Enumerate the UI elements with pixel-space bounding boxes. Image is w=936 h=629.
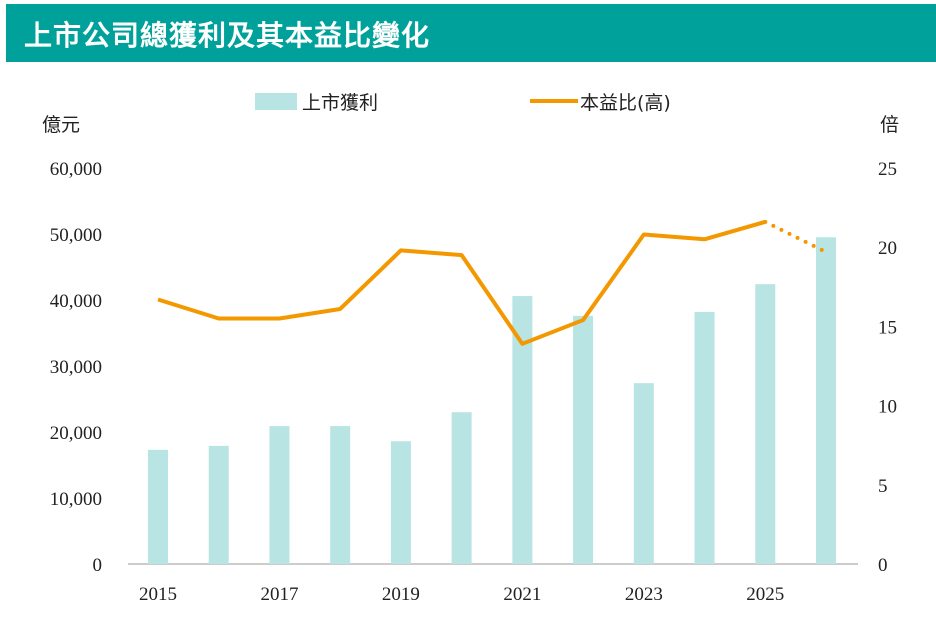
right-tick-label: 15 <box>878 317 897 338</box>
title-banner: 上市公司總獲利及其本益比變化 <box>6 4 936 62</box>
right-tick-label: 10 <box>878 397 897 418</box>
bar-2016 <box>208 445 229 564</box>
bar-2017 <box>269 426 290 564</box>
chart-title: 上市公司總獲利及其本益比變化 <box>24 19 431 52</box>
x-tick-label: 2019 <box>382 584 420 605</box>
left-tick-label: 20,000 <box>50 423 102 444</box>
bar-2022 <box>573 315 594 564</box>
right-axis-unit: 倍 <box>880 114 899 136</box>
bar-2018 <box>330 426 351 564</box>
bar-2024 <box>694 311 715 564</box>
left-tick-label: 40,000 <box>50 291 102 312</box>
bar-2015 <box>148 449 168 564</box>
left-axis-unit: 億元 <box>42 114 80 136</box>
left-tick-label: 50,000 <box>50 225 102 246</box>
bar-2025 <box>755 284 776 564</box>
legend-bar-label: 上市獲利 <box>302 92 378 114</box>
bar-2020 <box>451 412 472 564</box>
left-tick-label: 0 <box>93 555 103 576</box>
right-tick-label: 0 <box>878 555 888 576</box>
x-tick-label: 2025 <box>746 584 784 605</box>
bar-2021 <box>512 296 533 564</box>
bar-2023 <box>633 383 654 564</box>
legend-line-label: 本益比(高) <box>580 92 671 114</box>
right-tick-label: 20 <box>878 238 897 259</box>
bar-2026 <box>816 237 836 565</box>
x-tick-label: 2017 <box>260 584 298 605</box>
left-tick-label: 10,000 <box>50 489 102 510</box>
right-tick-label: 25 <box>878 159 897 180</box>
pe-ratio-line <box>157 219 766 346</box>
x-tick-label: 2023 <box>625 584 663 605</box>
left-tick-label: 30,000 <box>50 357 102 378</box>
bar-2019 <box>390 441 411 564</box>
right-tick-label: 5 <box>878 476 888 497</box>
x-tick-label: 2021 <box>503 584 541 605</box>
legend-bar-swatch <box>255 93 297 110</box>
x-tick-label: 2015 <box>139 584 177 605</box>
left-tick-label: 60,000 <box>50 159 102 180</box>
